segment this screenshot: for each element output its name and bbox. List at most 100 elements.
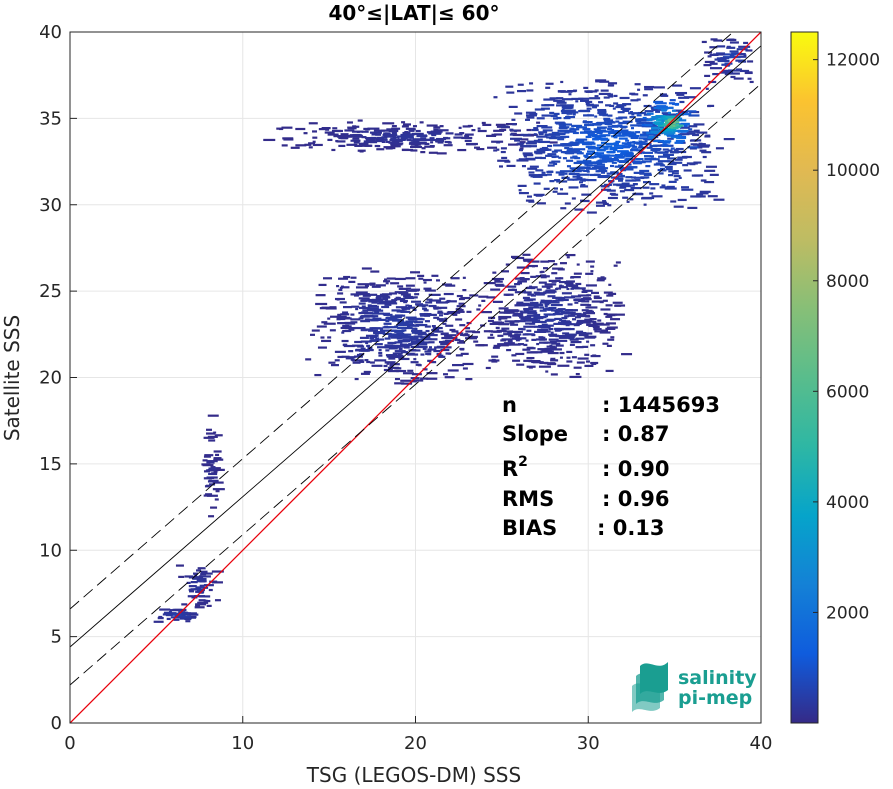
density-point — [568, 93, 572, 96]
density-point — [459, 132, 465, 135]
colorbar — [790, 31, 819, 724]
density-point — [637, 146, 646, 149]
density-point — [481, 299, 486, 302]
density-point — [209, 461, 215, 464]
density-point — [422, 307, 428, 310]
density-point — [392, 319, 405, 322]
density-point — [596, 167, 609, 170]
density-point — [629, 198, 634, 201]
density-point — [571, 111, 579, 114]
density-point — [570, 127, 575, 130]
density-point — [333, 135, 345, 138]
density-point — [715, 147, 724, 150]
density-point — [570, 276, 581, 279]
density-point — [500, 339, 507, 342]
density-point — [438, 306, 448, 309]
density-point — [559, 277, 564, 280]
density-point — [387, 133, 398, 137]
density-point — [397, 326, 409, 329]
density-point — [548, 338, 559, 341]
density-point — [208, 439, 216, 442]
density-point — [518, 191, 529, 195]
density-point — [205, 469, 215, 472]
density-point — [323, 322, 336, 325]
density-point — [533, 182, 541, 185]
density-point — [540, 107, 550, 110]
density-point — [199, 575, 211, 578]
density-point — [515, 352, 525, 356]
density-point — [681, 188, 694, 191]
density-point — [207, 414, 219, 417]
density-point — [574, 316, 581, 319]
density-point — [337, 355, 344, 359]
density-point — [525, 286, 532, 290]
density-point — [651, 115, 662, 119]
density-point — [617, 111, 625, 114]
density-point — [337, 313, 342, 317]
density-point — [585, 102, 590, 106]
density-point — [516, 363, 525, 366]
density-point — [556, 116, 562, 120]
density-point — [606, 189, 616, 192]
density-point — [401, 125, 409, 128]
density-point — [394, 344, 402, 347]
density-point — [590, 354, 601, 358]
density-point — [605, 142, 616, 145]
density-point — [724, 71, 730, 74]
density-point — [582, 128, 591, 131]
density-point — [538, 365, 551, 368]
density-point — [546, 173, 552, 176]
density-point — [359, 353, 365, 356]
density-point — [465, 330, 476, 333]
density-point — [435, 301, 448, 304]
density-point — [586, 294, 592, 297]
density-point — [420, 353, 425, 356]
density-point — [386, 277, 396, 280]
density-point — [517, 280, 527, 283]
density-point — [540, 270, 545, 273]
density-point — [554, 310, 566, 313]
density-point — [549, 141, 558, 144]
density-point — [512, 359, 521, 362]
density-point — [552, 190, 558, 193]
density-point — [406, 307, 411, 310]
density-point — [543, 313, 551, 316]
density-point — [496, 148, 500, 151]
density-point — [526, 298, 536, 301]
density-point — [609, 146, 619, 149]
density-point — [565, 253, 576, 257]
density-point — [561, 319, 567, 322]
density-point — [447, 300, 457, 303]
density-point — [334, 134, 339, 137]
density-point — [683, 169, 692, 172]
density-point — [636, 114, 642, 117]
density-point — [567, 303, 573, 306]
density-point — [403, 295, 412, 298]
density-point — [654, 151, 666, 154]
density-point — [553, 322, 565, 326]
density-point — [537, 328, 549, 331]
density-point — [344, 321, 353, 325]
density-point — [650, 148, 661, 152]
density-point — [367, 298, 380, 302]
density-point — [577, 294, 589, 297]
density-point — [384, 361, 394, 364]
density-point — [340, 285, 344, 288]
density-point — [650, 155, 654, 158]
density-point — [500, 270, 509, 273]
density-point — [211, 580, 217, 583]
density-point — [433, 316, 440, 319]
density-point — [526, 89, 534, 92]
density-point — [538, 131, 548, 134]
density-point — [466, 310, 472, 313]
density-point — [368, 308, 374, 311]
density-point — [442, 332, 449, 335]
density-point — [494, 279, 501, 282]
density-point — [549, 111, 555, 115]
density-point — [518, 189, 522, 192]
density-point — [488, 316, 493, 319]
density-point — [600, 156, 609, 159]
density-point — [561, 98, 573, 101]
density-point — [212, 481, 224, 484]
density-point — [625, 152, 634, 155]
